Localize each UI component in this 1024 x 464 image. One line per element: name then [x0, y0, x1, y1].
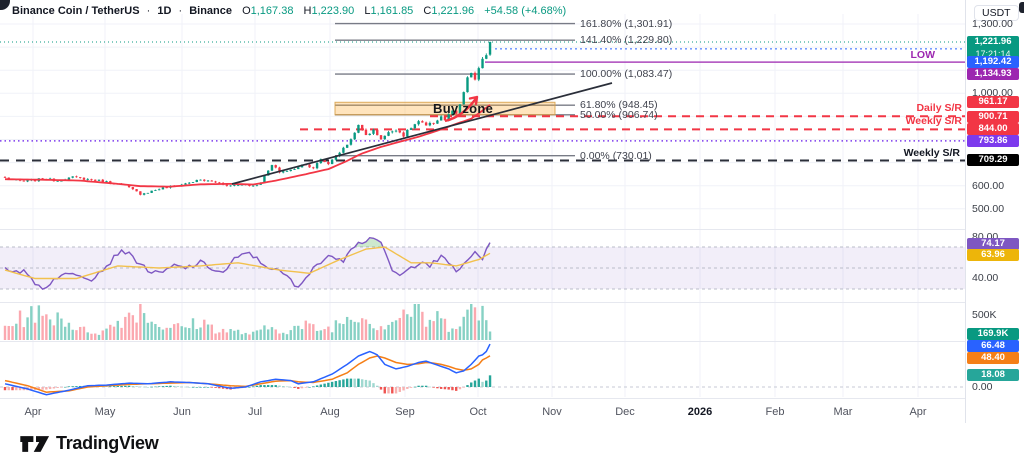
- time-axis-label: Jun: [173, 406, 191, 418]
- time-axis-label: Feb: [765, 406, 785, 418]
- price-scale-tick: 500K: [972, 309, 997, 321]
- time-axis-label: Apr: [24, 406, 42, 418]
- price-label-badge: 844.00: [967, 123, 1019, 135]
- price-label-badge: 66.48: [967, 340, 1019, 352]
- price-scale-tick: 0.00: [972, 381, 993, 393]
- fib-level-label: 0.00% (730.01): [580, 149, 652, 162]
- price-label-badge: 900.71: [967, 111, 1019, 123]
- high-label: H1,223.90: [303, 5, 355, 17]
- open-value: 1,167.38: [250, 5, 294, 17]
- sr-label: LOW: [910, 49, 936, 61]
- fib-level-label: 141.40% (1,229.80): [580, 34, 673, 47]
- time-axis-label: Dec: [615, 406, 635, 418]
- price-label-badge: 961.17: [967, 96, 1019, 108]
- close-label: C1,221.96: [423, 5, 475, 17]
- price-scale-tick: 40.00: [972, 272, 999, 284]
- time-axis-label: Aug: [320, 406, 340, 418]
- time-axis-label: 2026: [687, 406, 713, 418]
- fib-level-label: 100.00% (1,083.47): [580, 68, 673, 81]
- currency-unit-button[interactable]: USDT: [974, 5, 1019, 21]
- price-label-badge: 1,134.93: [967, 68, 1019, 80]
- close-value: 1,221.96: [431, 5, 475, 17]
- change-value: +54.58 (+4.68%): [484, 5, 567, 17]
- sr-label: Weekly S/R: [903, 147, 960, 159]
- price-scale[interactable]: USDT 1,300.00 1,000.00 600.00 500.00 80.00 40…: [965, 0, 1024, 423]
- fib-level-label: 161.80% (1,301.91): [580, 17, 673, 30]
- sr-label: Daily S/R: [916, 102, 962, 114]
- tradingview-logo-icon[interactable]: [19, 433, 53, 455]
- countdown-timer: 17:21:14: [975, 49, 1011, 59]
- time-axis-label: Nov: [542, 406, 562, 418]
- time-axis-label: May: [94, 406, 116, 418]
- price-label-badge: 63.96: [967, 249, 1019, 261]
- sr-label: Weekly S/R: [905, 115, 962, 127]
- main-chart-area[interactable]: [0, 0, 965, 398]
- high-value: 1,223.90: [311, 5, 355, 17]
- cropped-logo-fragment: [0, 0, 10, 10]
- low-label: L1,161.85: [364, 5, 414, 17]
- price-scale-tick: 600.00: [972, 180, 1005, 192]
- interval-label[interactable]: 1D: [157, 5, 172, 17]
- time-axis-label: Jul: [247, 406, 263, 418]
- time-axis-label: Apr: [909, 406, 927, 418]
- price-scale-tick: 1,300.00: [972, 18, 1013, 30]
- price-label-badge: 169.9K: [967, 328, 1019, 340]
- time-axis-label: Oct: [469, 406, 487, 418]
- price-label-badge: 793.86: [967, 135, 1019, 147]
- cropped-toolbar-fragment: [1019, 2, 1024, 13]
- time-axis[interactable]: Apr May Jun Jul Aug Sep Oct Nov Dec 2026 Feb Mar Apr: [0, 398, 1024, 424]
- tradingview-brand-text[interactable]: TradingView: [56, 433, 159, 453]
- low-value: 1,161.85: [370, 5, 414, 17]
- open-label: O1,167.38: [242, 5, 294, 17]
- time-axis-label: Mar: [833, 406, 853, 418]
- price-label-badge: 709.29: [967, 154, 1019, 166]
- price-label-badge: 1,192.42: [967, 56, 1019, 68]
- exchange-label: Binance: [189, 5, 232, 17]
- footer-bar: TradingView: [0, 423, 1024, 464]
- price-scale-tick: 500.00: [972, 203, 1005, 215]
- time-axis-label: Sep: [395, 406, 415, 418]
- fib-level-label: 61.80% (948.45): [580, 99, 658, 112]
- price-label-badge: 74.17: [967, 238, 1019, 250]
- chart-legend: Binance Coin / TetherUS · 1D · Binance O…: [12, 5, 567, 17]
- buy-zone-annotation[interactable]: Buy zone: [433, 101, 494, 116]
- price-label-badge: 18.08: [967, 369, 1019, 381]
- price-label-badge: 48.40: [967, 352, 1019, 364]
- fib-level-label: 50.00% (906.74): [580, 108, 658, 121]
- symbol-title[interactable]: Binance Coin / TetherUS: [12, 5, 140, 17]
